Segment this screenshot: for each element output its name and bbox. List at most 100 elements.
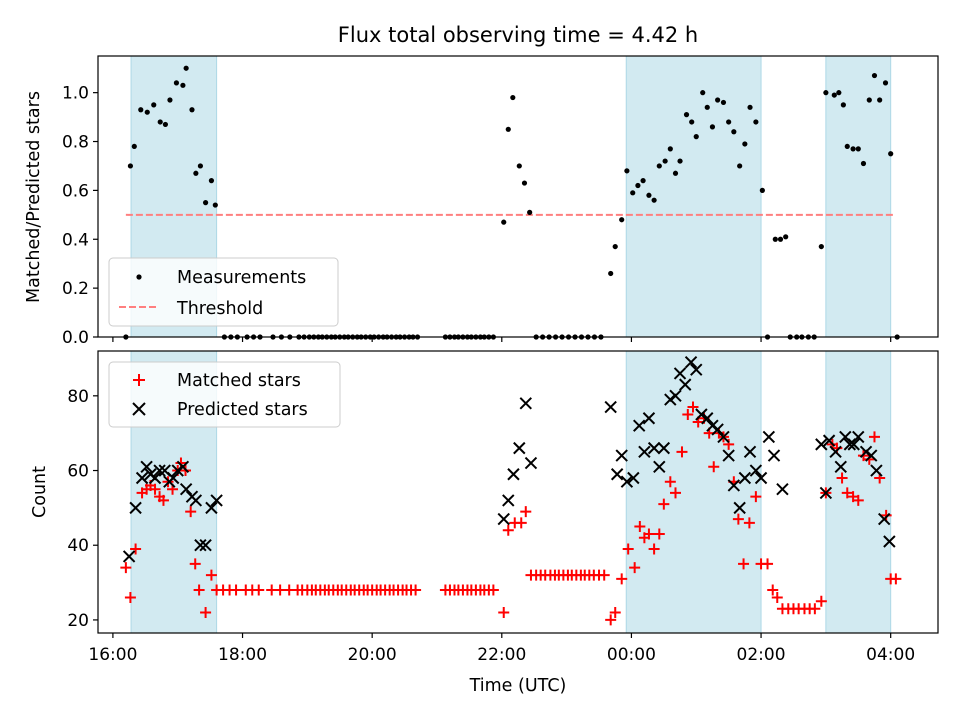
y-tick-label: 60 — [67, 462, 89, 482]
matched-stars-point — [193, 584, 205, 596]
predicted-stars-point — [199, 539, 212, 552]
measurement-point — [726, 119, 732, 125]
predicted-stars-point — [701, 412, 714, 425]
predicted-stars-point — [738, 471, 752, 485]
bottom-legend-box — [108, 361, 341, 428]
measurement-point — [860, 160, 867, 167]
measurement-point — [501, 219, 507, 225]
predicted-stars-point — [638, 445, 651, 459]
measurement-point — [683, 112, 690, 118]
measurement-point — [151, 102, 157, 108]
measurement-point — [173, 80, 180, 86]
top-panel: 0.0 0.2 0.4 0.6 0.8 1.0 Matched/Predicted sta… — [24, 55, 939, 348]
legend-matched-marker — [133, 374, 145, 386]
matched-stars-point — [762, 558, 774, 570]
measurement-point — [127, 163, 134, 169]
predicted-stars-point — [743, 445, 757, 459]
matched-stars-point — [750, 491, 762, 503]
legend-threshold-label: Threshold — [176, 299, 263, 319]
measurement-point — [720, 99, 727, 106]
measurement-point — [521, 180, 528, 186]
matched-stars-point — [634, 521, 646, 533]
top-legend: Measurements Threshold — [108, 257, 339, 327]
measurement-point — [704, 104, 710, 110]
measurement-point — [608, 270, 614, 277]
measurement-point — [737, 163, 743, 169]
predicted-stars-point — [717, 430, 730, 444]
predicted-stars-point — [166, 471, 180, 485]
predicted-stars-point — [679, 378, 692, 391]
predicted-stars-point — [847, 438, 860, 451]
shaded-interval-1 — [625, 55, 762, 338]
predicted-stars-point — [153, 464, 166, 477]
bottom-legend: Matched stars Predicted stars — [108, 361, 341, 428]
matched-stars-point — [130, 543, 142, 555]
predicted-stars-point — [205, 501, 218, 515]
predicted-stars-point — [620, 475, 634, 488]
measurement-point — [167, 97, 173, 103]
measurement-point — [162, 121, 169, 128]
measurement-point — [866, 97, 872, 103]
measurement-point — [888, 151, 894, 157]
measurement-point — [840, 102, 846, 108]
matched-stars-point — [880, 509, 892, 521]
predicted-stars-point — [189, 494, 203, 507]
predicted-stars-point — [727, 479, 741, 492]
matched-stars-points — [120, 401, 902, 626]
predicted-stars-point — [513, 441, 526, 455]
matched-stars-point — [648, 543, 660, 555]
legend-matched-label: Matched stars — [177, 371, 301, 391]
matched-stars-point — [664, 476, 676, 488]
measurement-point — [212, 202, 218, 208]
measurement-point — [667, 146, 673, 152]
measurement-point — [635, 182, 641, 189]
x-tick-label: 04:00 — [866, 645, 915, 665]
matched-stars-point — [658, 498, 670, 510]
matched-stars-point — [200, 606, 212, 618]
measurement-point — [183, 65, 189, 71]
x-tick-label: 18:00 — [218, 645, 267, 665]
predicted-stars-point — [610, 468, 624, 481]
y-tick-label: 40 — [67, 536, 89, 556]
measurement-point — [772, 236, 778, 242]
predicted-stars-point — [865, 449, 878, 462]
predicted-stars-point — [148, 471, 162, 485]
predicted-stars-point — [135, 471, 149, 485]
matched-stars-point — [205, 569, 217, 581]
predicted-stars-point — [749, 464, 763, 477]
predicted-stars-point — [695, 408, 708, 421]
measurement-point — [715, 97, 721, 103]
y-tick-label: 80 — [67, 387, 89, 407]
top-legend-box — [108, 257, 339, 327]
measurement-point — [831, 92, 837, 98]
measurement-point — [138, 107, 144, 113]
y-tick-label: 0.6 — [62, 181, 89, 201]
predicted-stars-point — [883, 535, 896, 548]
measurement-point — [651, 197, 657, 203]
predicted-stars-point — [179, 482, 193, 496]
y-tick-label: 20 — [67, 611, 89, 631]
predicted-stars-point — [669, 389, 682, 403]
top-shaded-intervals — [130, 55, 892, 338]
y-tick-label: 0.4 — [62, 230, 89, 250]
measurement-point — [836, 90, 842, 96]
measurement-point — [823, 90, 829, 96]
predicted-stars-point — [122, 550, 136, 563]
predicted-stars-point — [722, 449, 735, 462]
matched-stars-point — [767, 584, 779, 596]
top-y-ticks: 0.0 0.2 0.4 0.6 0.8 1.0 — [62, 84, 98, 348]
predicted-stars-point — [129, 501, 142, 515]
x-tick-label: 16:00 — [88, 645, 137, 665]
predicted-stars-point — [642, 412, 656, 425]
predicted-stars-point — [733, 501, 746, 515]
matched-stars-point — [708, 461, 720, 473]
measurement-point — [646, 192, 652, 198]
matched-stars-point — [498, 606, 510, 618]
bottom-y-ticks: 20 40 60 80 — [67, 387, 98, 631]
bottom-x-ticks: 16:00 18:00 20:00 22:00 00:00 02:00 04:00 — [88, 633, 915, 665]
matched-stars-point — [598, 569, 610, 581]
measurement-point — [656, 163, 662, 169]
predicted-stars-point — [647, 441, 661, 455]
matched-stars-point — [520, 506, 532, 518]
predicted-stars-point — [194, 539, 207, 552]
